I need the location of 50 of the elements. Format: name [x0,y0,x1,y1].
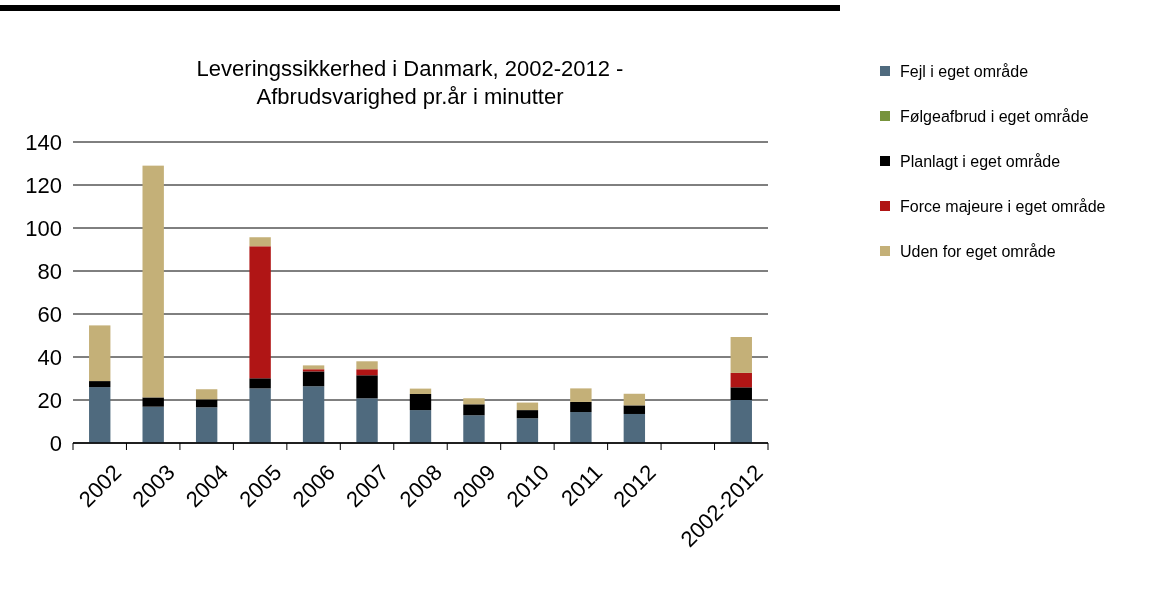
bar [356,375,378,399]
bar [623,413,646,443]
bar [356,361,378,370]
bar [730,400,752,443]
bar [516,402,539,411]
y-tick-label: 40 [37,344,62,370]
bar [409,388,432,394]
bar [730,337,752,373]
legend-label: Uden for eget område [900,242,1056,260]
bar [409,410,432,443]
bar [302,371,325,387]
bar [89,381,111,388]
y-tick-label: 100 [25,215,62,241]
bar [89,325,111,382]
bar [302,369,325,372]
bar [463,398,485,405]
y-tick-label: 80 [37,258,62,284]
bar [730,372,752,388]
bar [623,405,646,414]
y-tick-label: 60 [37,301,62,327]
bar [249,246,271,379]
bar [463,415,485,443]
bar [356,369,378,376]
bar [570,412,592,443]
bar [89,387,111,443]
y-tick-label: 20 [37,387,62,413]
bar [249,378,271,389]
bar [302,386,325,443]
bar [249,237,271,247]
legend-label: Følgeafbrud i eget område [900,107,1089,125]
y-tick-label: 0 [49,430,62,456]
chart-title: Leveringssikkerhed i Danmark, 2002-2012 - Afbrudsvarighed pr.år i minutter [196,56,624,109]
bar [516,410,539,419]
bar [516,418,539,443]
bar [195,407,218,443]
bar [142,406,164,443]
bar [570,401,592,413]
y-tick-label: 140 [25,129,62,155]
bar [356,398,378,443]
bar [623,393,646,406]
bar [463,404,485,416]
legend-label: Force majeure i eget område [900,197,1106,215]
bar [142,165,164,398]
y-tick-label: 120 [25,172,62,198]
bar [249,388,271,443]
bar [302,365,325,370]
legend-label: Planlagt i eget område [900,152,1061,170]
bar [195,389,218,400]
legend-label: Fejl i eget område [900,62,1029,80]
bar [570,388,592,402]
